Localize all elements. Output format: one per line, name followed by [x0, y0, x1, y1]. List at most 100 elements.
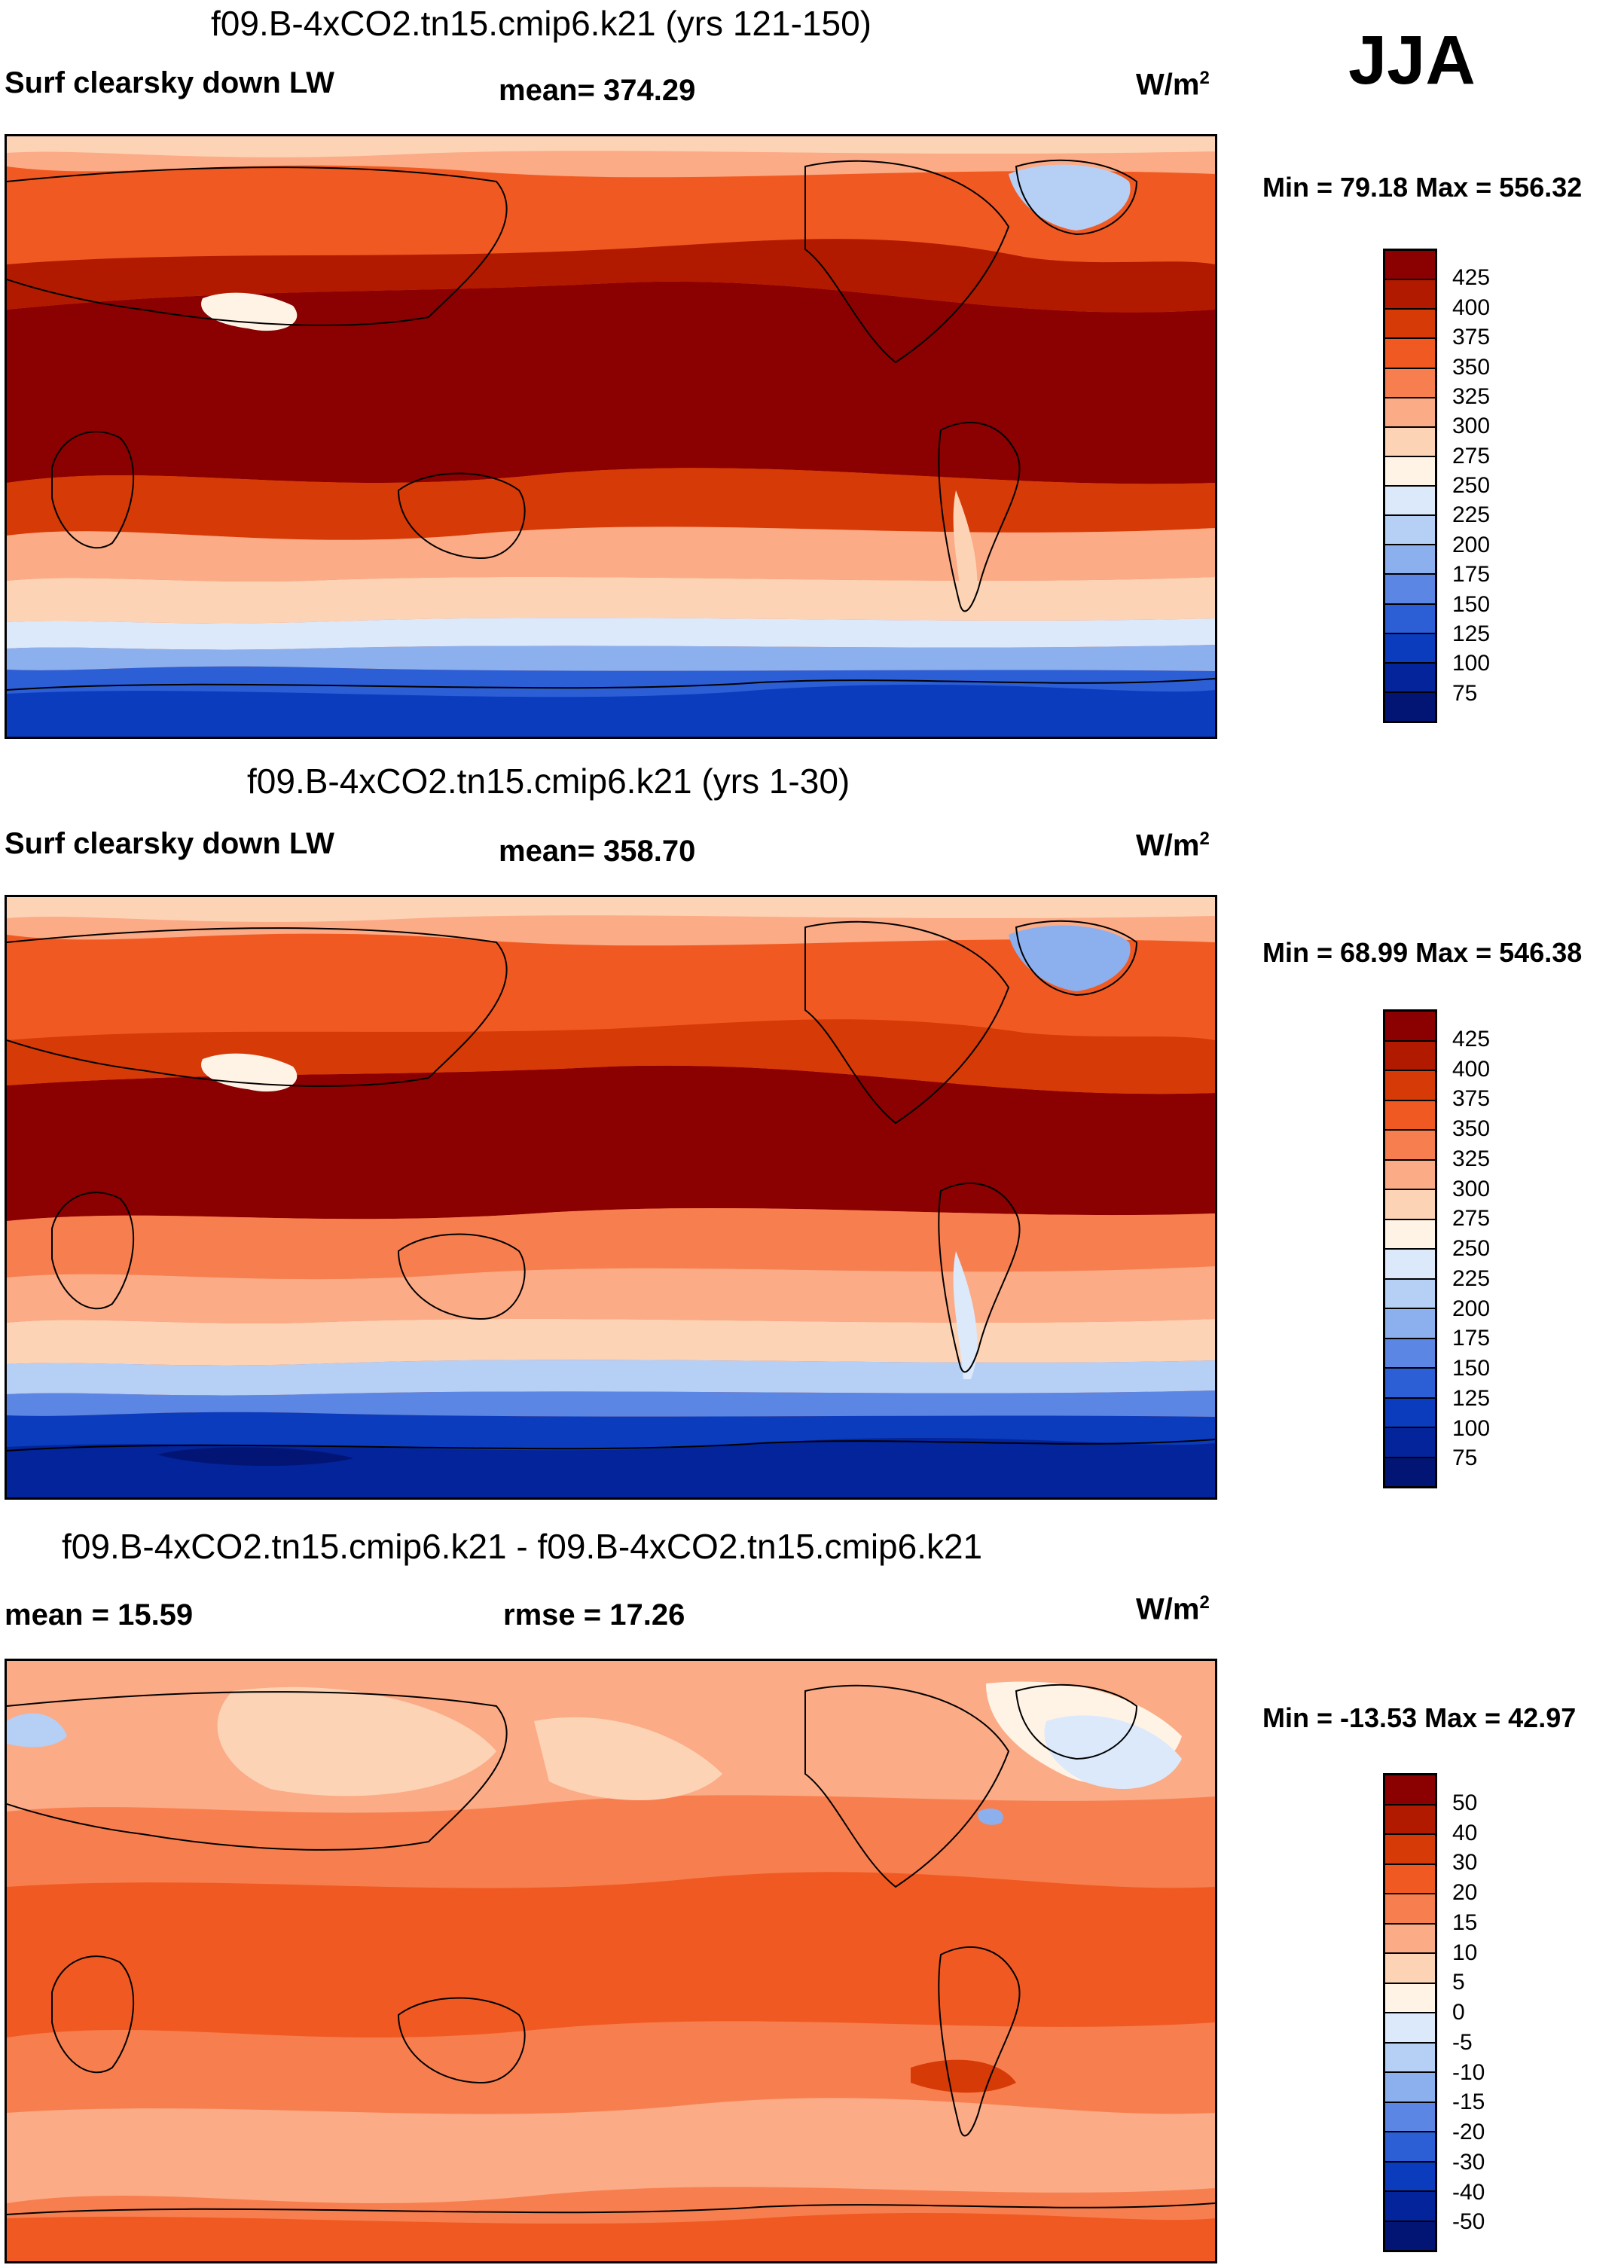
colorbar-box [1385, 1954, 1435, 1984]
colorbar-box [1385, 604, 1435, 634]
colorbar-box [1385, 575, 1435, 605]
panel-1-colorbar [1383, 249, 1437, 723]
colorbar-box [1385, 1131, 1435, 1161]
colorbar-tick-label: 5 [1452, 1970, 1465, 1995]
colorbar-tick-label: -10 [1452, 2059, 1485, 2085]
colorbar-box [1385, 663, 1435, 693]
colorbar-box [1385, 545, 1435, 575]
colorbar-box [1385, 1250, 1435, 1280]
colorbar-box [1385, 2102, 1435, 2132]
colorbar-box [1385, 1835, 1435, 1865]
colorbar-box [1385, 1983, 1435, 2013]
colorbar-box [1385, 1012, 1435, 1042]
colorbar-box [1385, 2132, 1435, 2163]
panel-3-mean: mean = 15.59 [5, 1598, 194, 1632]
panel-2-title: f09.B-4xCO2.tn15.cmip6.k21 (yrs 1-30) [247, 762, 850, 801]
panel-3-map [5, 1659, 1217, 2263]
colorbar-box [1385, 1100, 1435, 1131]
colorbar-tick-label: 175 [1452, 1326, 1491, 1351]
colorbar-tick-label: 375 [1452, 325, 1491, 350]
colorbar-tick-label: -5 [1452, 2029, 1473, 2055]
colorbar-tick-label: 300 [1452, 414, 1491, 439]
colorbar-tick-label: 325 [1452, 1146, 1491, 1171]
colorbar-box [1385, 1428, 1435, 1458]
colorbar-box [1385, 456, 1435, 487]
colorbar-box [1385, 368, 1435, 398]
colorbar-box [1385, 487, 1435, 517]
colorbar-box [1385, 1894, 1435, 1925]
colorbar-tick-label: 0 [1452, 2000, 1465, 2025]
colorbar-tick-label: 75 [1452, 680, 1478, 706]
colorbar-tick-label: 350 [1452, 1116, 1491, 1141]
colorbar-tick-label: -40 [1452, 2179, 1485, 2205]
panel-1-map [5, 134, 1217, 739]
colorbar-box [1385, 1041, 1435, 1071]
colorbar-box [1385, 2013, 1435, 2044]
panel-3-colorbar [1383, 1773, 1437, 2252]
panel-1-mean: mean= 374.29 [499, 74, 696, 107]
colorbar-tick-label: 425 [1452, 265, 1491, 291]
colorbar-box [1385, 2221, 1435, 2250]
colorbar-tick-label: 200 [1452, 532, 1491, 557]
colorbar-tick-label: 325 [1452, 383, 1491, 409]
panel-3-title: f09.B-4xCO2.tn15.cmip6.k21 - f09.B-4xCO2… [62, 1527, 983, 1566]
colorbar-tick-label: 100 [1452, 651, 1491, 676]
colorbar-box [1385, 2192, 1435, 2222]
colorbar-box [1385, 339, 1435, 369]
panel-2-field-label: Surf clearsky down LW [5, 827, 334, 860]
colorbar-tick-label: 225 [1452, 502, 1491, 528]
colorbar-box [1385, 692, 1435, 721]
colorbar-tick-label: 225 [1452, 1265, 1491, 1291]
colorbar-box [1385, 1160, 1435, 1190]
colorbar-tick-label: 250 [1452, 473, 1491, 498]
colorbar-box [1385, 633, 1435, 664]
colorbar-box [1385, 2162, 1435, 2192]
colorbar-tick-label: 40 [1452, 1820, 1478, 1845]
colorbar-tick-label: 400 [1452, 1056, 1491, 1082]
colorbar-tick-label: -50 [1452, 2209, 1485, 2235]
colorbar-tick-label: 75 [1452, 1445, 1478, 1471]
colorbar-box [1385, 1071, 1435, 1101]
panel-3-minmax: Min = -13.53 Max = 42.97 [1262, 1702, 1577, 1733]
colorbar-tick-label: 150 [1452, 1356, 1491, 1381]
colorbar-box [1385, 1369, 1435, 1399]
colorbar-box [1385, 398, 1435, 428]
colorbar-tick-label: 400 [1452, 295, 1491, 320]
panel-3-units: W/m2 [1136, 1592, 1210, 1626]
colorbar-box [1385, 1805, 1435, 1835]
colorbar-tick-label: 125 [1452, 621, 1491, 646]
colorbar-tick-label: 250 [1452, 1236, 1491, 1261]
colorbar-box [1385, 1775, 1435, 1806]
colorbar-box [1385, 2043, 1435, 2073]
colorbar-box [1385, 251, 1435, 281]
colorbar-tick-label: 375 [1452, 1086, 1491, 1112]
panel-2-colorbar-labels: 425 400 375 350 325 300 275 250 225 200 175 150 125 1… [1452, 0, 1528, 1470]
colorbar-box [1385, 516, 1435, 546]
colorbar-box [1385, 2073, 1435, 2103]
panel-1-field-label: Surf clearsky down LW [5, 66, 334, 99]
colorbar-tick-label: 50 [1452, 1790, 1478, 1815]
panel-1-colorbar-labels: 425 400 375 350 325 300 275 250 225 200 175 150 125 1… [1452, 0, 1528, 704]
colorbar-tick-label: 350 [1452, 354, 1491, 380]
colorbar-tick-label: 20 [1452, 1880, 1478, 1905]
colorbar-box [1385, 1279, 1435, 1309]
colorbar-tick-label: 300 [1452, 1176, 1491, 1201]
colorbar-box [1385, 280, 1435, 310]
colorbar-box [1385, 1398, 1435, 1428]
colorbar-tick-label: 275 [1452, 443, 1491, 469]
colorbar-tick-label: 30 [1452, 1850, 1478, 1876]
colorbar-tick-label: 275 [1452, 1206, 1491, 1232]
colorbar-box [1385, 1190, 1435, 1220]
colorbar-tick-label: -15 [1452, 2089, 1485, 2115]
colorbar-box [1385, 1309, 1435, 1339]
colorbar-tick-label: -30 [1452, 2149, 1485, 2175]
panel-3-colorbar-labels: 50 40 30 20 15 10 5 0 -5 -10 -15 -20 -30 -40 -50 [1452, 0, 1528, 2233]
colorbar-box [1385, 427, 1435, 457]
panel-2-units: W/m2 [1136, 829, 1210, 862]
panel-1-units: W/m2 [1136, 68, 1210, 102]
colorbar-box [1385, 1864, 1435, 1894]
colorbar-tick-label: 150 [1452, 591, 1491, 617]
colorbar-tick-label: 125 [1452, 1385, 1491, 1411]
panel-2-map [5, 895, 1217, 1500]
colorbar-tick-label: 425 [1452, 1026, 1491, 1052]
